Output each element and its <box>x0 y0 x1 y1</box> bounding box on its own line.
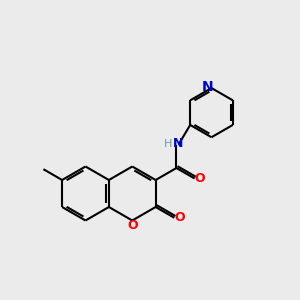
Text: N: N <box>173 137 184 150</box>
Text: O: O <box>174 211 185 224</box>
Text: N: N <box>202 80 213 94</box>
Text: H: H <box>164 139 172 149</box>
Text: O: O <box>127 219 138 232</box>
Text: O: O <box>195 172 205 185</box>
